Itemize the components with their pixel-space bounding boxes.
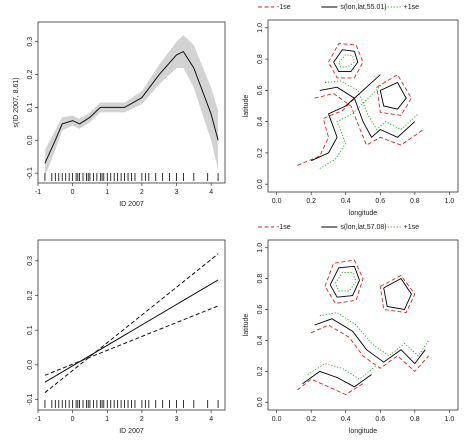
plot-frame — [267, 239, 459, 411]
contour-line — [329, 265, 360, 298]
x-tick-label: 0 — [71, 189, 75, 196]
x-tick-label: -1 — [35, 416, 41, 423]
x-axis-label: ID 2007 — [119, 201, 144, 208]
y-tick-label: 0.1 — [27, 325, 34, 335]
x-tick-label: 1 — [105, 416, 109, 423]
x-tick-label: 1 — [105, 189, 109, 196]
legend-label: s(lon,lat,55.01) — [340, 4, 386, 11]
contour-line — [297, 93, 360, 166]
contour-line — [334, 272, 357, 292]
contour-line — [333, 49, 359, 73]
contour-line — [383, 278, 412, 311]
plot-frame — [37, 239, 226, 411]
legend-label: +1se — [404, 4, 419, 11]
y-tick-label: 0.8 — [257, 54, 264, 64]
x-tick-label: 3 — [175, 189, 179, 196]
x-tick-label: 1.0 — [444, 416, 454, 423]
y-tick-label: 0.8 — [257, 274, 264, 284]
y-tick-label: 0.3 — [27, 256, 34, 266]
y-tick-label: 0.2 — [27, 70, 34, 80]
x-tick-label: 0.8 — [410, 416, 420, 423]
x-tick-label: -1 — [35, 189, 41, 196]
x-tick-label: 2 — [140, 416, 144, 423]
x-tick-label: 2 — [140, 189, 144, 196]
x-tick-label: 0.6 — [375, 198, 385, 205]
fit-line — [44, 279, 219, 383]
contour-line — [376, 74, 412, 116]
panel: 0.0 0.2 0.4 0.6 0.8 1.0 0.0 0.2 0.4 0.6 0.8 1.0 long… — [243, 224, 459, 435]
contour-line — [319, 312, 429, 357]
y-tick-label: 0.0 — [27, 135, 34, 145]
x-tick-label: 4 — [209, 416, 213, 423]
x-axis-label: longitude — [349, 210, 378, 217]
legend-label: +1se — [404, 224, 419, 231]
contour-line — [314, 93, 424, 146]
contour-line — [328, 43, 364, 79]
y-axis-label: latitude — [243, 95, 250, 118]
y-tick-label: 0.2 — [257, 148, 264, 158]
contour-line — [324, 80, 419, 131]
contour-line — [324, 259, 364, 304]
confidence-band — [44, 35, 219, 177]
plot-frame — [267, 19, 459, 193]
contour-line — [307, 363, 378, 380]
y-tick-label: 0.2 — [257, 366, 264, 376]
x-tick-label: 4 — [209, 189, 213, 196]
y-tick-label: 0.3 — [27, 37, 34, 47]
contour-line — [302, 370, 372, 388]
contour-line — [314, 318, 426, 365]
y-tick-label: 0.1 — [27, 102, 34, 112]
x-axis-label: ID 2007 — [119, 428, 144, 435]
x-tick-label: 1.0 — [444, 198, 454, 205]
y-tick-label: 0.0 — [257, 179, 264, 189]
y-tick-label: 1.0 — [257, 243, 264, 253]
contour-line — [311, 324, 429, 373]
x-tick-label: 0 — [71, 416, 75, 423]
x-tick-label: 0.4 — [341, 416, 351, 423]
y-tick-label: 0.0 — [27, 360, 34, 370]
y-axis-label: s(ID 2007, 8.61) — [13, 77, 20, 127]
x-tick-label: 0.4 — [341, 198, 351, 205]
y-tick-label: 0.4 — [257, 117, 264, 127]
legend-label: s(lon,lat,57.08) — [340, 224, 386, 231]
y-tick-label: -0.1 — [27, 393, 34, 405]
fit-line — [44, 253, 219, 394]
x-tick-label: 0.2 — [306, 198, 316, 205]
y-axis-label: latitude — [243, 314, 250, 337]
contour-line — [338, 53, 355, 68]
fit-line — [44, 305, 219, 376]
x-tick-label: 0.0 — [272, 416, 282, 423]
y-tick-label: -0.1 — [27, 167, 34, 179]
contour-line — [319, 80, 386, 169]
x-tick-label: 0.8 — [410, 198, 420, 205]
y-tick-label: 0.2 — [27, 291, 34, 301]
legend-label: -1se — [277, 224, 291, 231]
panel: -1 0 1 2 3 4 -0.1 0.0 0.1 0.2 0.3 ID 2007 — [27, 239, 226, 435]
contour-line — [319, 86, 416, 139]
contour-line — [311, 74, 381, 162]
y-tick-label: 0.6 — [257, 305, 264, 315]
panel: -1 0 1 2 3 4 -0.1 0.0 0.1 0.2 0.3 ID 2007 s(ID 2007,… — [13, 21, 226, 208]
panel: 0.0 0.2 0.4 0.6 0.8 1.0 0.0 0.2 0.4 0.6 0.8 1.0 long… — [243, 4, 459, 217]
x-axis-label: longitude — [349, 428, 378, 435]
plot-frame — [37, 21, 226, 184]
y-tick-label: 1.0 — [257, 23, 264, 33]
x-tick-label: 3 — [175, 416, 179, 423]
y-tick-label: 0.6 — [257, 85, 264, 95]
y-tick-label: 0.0 — [257, 397, 264, 407]
contour-line — [379, 81, 407, 110]
x-tick-label: 0.0 — [272, 198, 282, 205]
fit-line — [44, 50, 219, 164]
y-tick-label: 0.4 — [257, 335, 264, 345]
x-tick-label: 0.6 — [375, 416, 385, 423]
legend-label: -1se — [277, 4, 291, 11]
contour-line — [297, 378, 364, 396]
contour-line — [379, 274, 416, 314]
x-tick-label: 0.2 — [306, 416, 316, 423]
